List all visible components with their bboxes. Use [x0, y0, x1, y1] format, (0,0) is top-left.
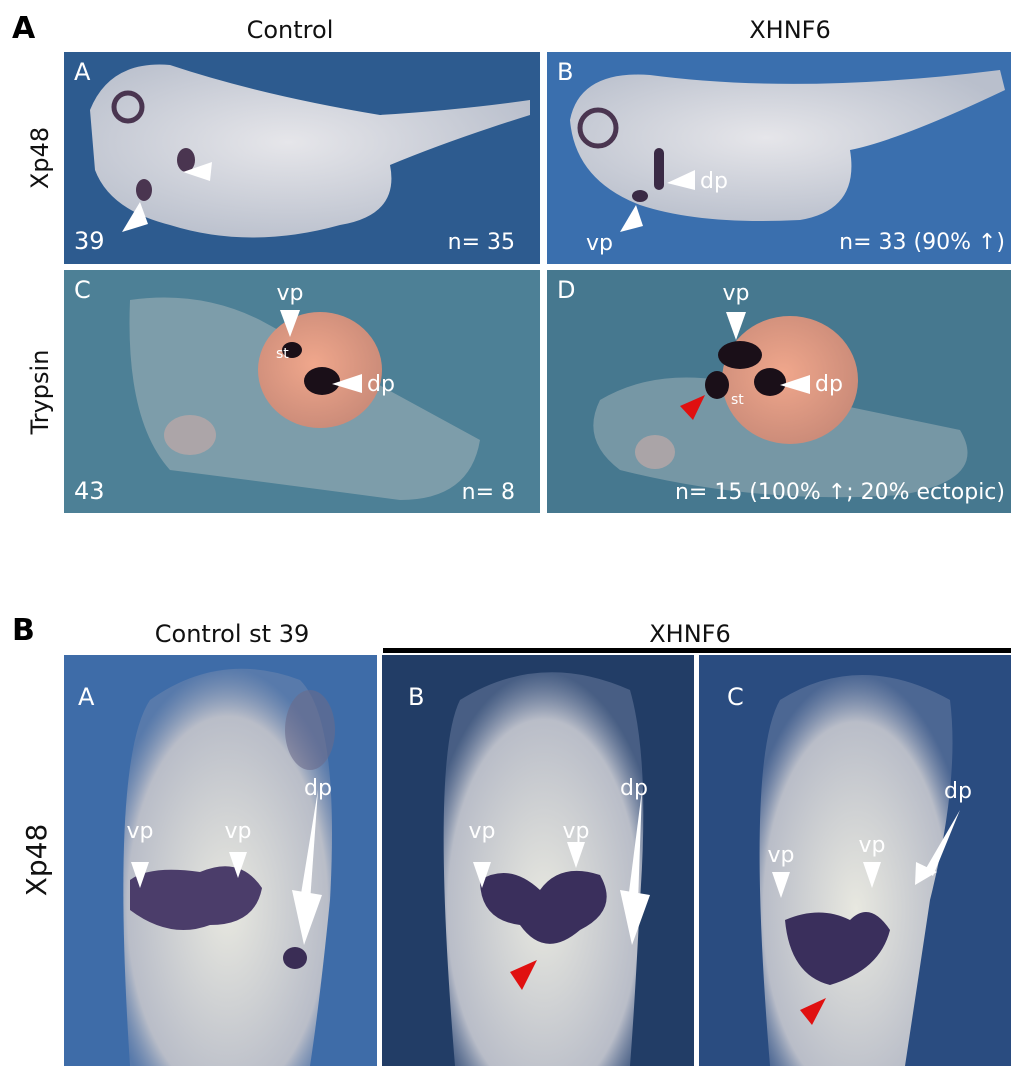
annotation: vp	[469, 819, 496, 844]
annotation: dp	[944, 779, 972, 804]
page: Figure body { margin: 0; background: #ff…	[0, 0, 1011, 1066]
column-header: Control	[247, 16, 334, 44]
annotation: vp	[768, 843, 795, 868]
annotation: vp	[225, 819, 252, 844]
column-header: XHNF6	[649, 620, 731, 648]
panel-letter: C	[727, 683, 744, 711]
annotation: vp	[586, 231, 613, 256]
annotation: vp	[723, 281, 750, 306]
micrograph	[382, 655, 694, 1066]
annotation: dp	[620, 776, 648, 801]
group-bar	[383, 648, 1011, 653]
figure-label: B	[12, 613, 35, 648]
column-header: Control st 39	[155, 620, 309, 648]
micrograph	[547, 270, 1011, 513]
count: n= 8	[462, 480, 515, 505]
column-header: XHNF6	[749, 16, 831, 44]
figure: A Control XHNF6 Xp48 Trypsin A 39 n= 35 …	[0, 0, 1011, 1066]
stage: 43	[74, 477, 105, 505]
count: n= 33 (90% ↑)	[839, 230, 1005, 255]
annotation: dp	[304, 776, 332, 801]
annotation: dp	[700, 169, 728, 194]
count: n= 35	[448, 230, 515, 255]
panel-letter: D	[557, 276, 575, 304]
row-label: Xp48	[26, 127, 54, 189]
row-label: Trypsin	[26, 350, 54, 436]
stage: 39	[74, 227, 105, 255]
micrograph	[64, 655, 377, 1066]
micrograph	[64, 270, 540, 513]
count: n= 15 (100% ↑; 20% ectopic)	[675, 480, 1005, 505]
panel-letter: A	[78, 683, 95, 711]
annotation: vp	[277, 281, 304, 306]
figure-label: A	[12, 11, 36, 46]
body: {"figure_a": {"label": "A", "columns": […	[0, 0, 1011, 1066]
annotation: dp	[815, 372, 843, 397]
annotation: st	[731, 392, 744, 408]
panel-letter: A	[74, 58, 91, 86]
panel-letter: C	[74, 276, 91, 304]
annotation: vp	[127, 819, 154, 844]
annotation: vp	[563, 819, 590, 844]
annotation: vp	[859, 833, 886, 858]
row-label: Xp48	[20, 824, 53, 897]
micrograph	[699, 655, 1011, 1066]
annotation: dp	[367, 372, 395, 397]
panel-letter: B	[408, 683, 424, 711]
annotation: st	[276, 346, 289, 362]
panel-letter: B	[557, 58, 573, 86]
